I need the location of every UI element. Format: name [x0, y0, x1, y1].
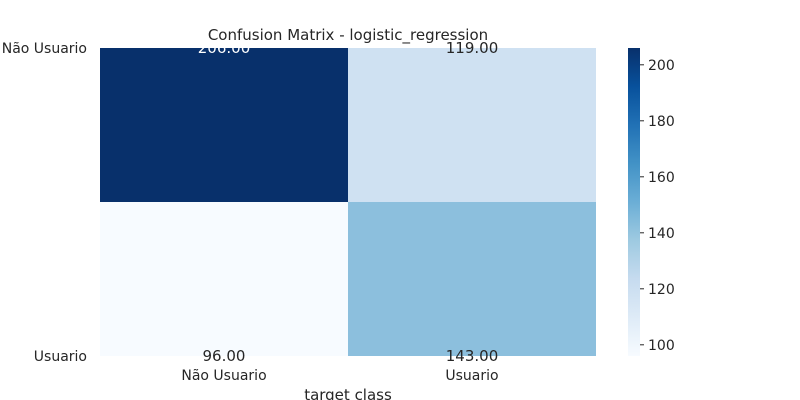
cell-annotation-1-1: 143.00: [446, 347, 499, 365]
x-tick-label-1: Usuario: [445, 368, 498, 384]
y-axis-ticks: Não Usuario Usuario: [2, 41, 87, 365]
y-tick-label-0: Não Usuario: [2, 41, 87, 57]
x-axis-ticks: Não Usuario Usuario: [181, 368, 498, 384]
cell-annotations: 206.00 119.00 96.00 143.00: [198, 39, 499, 365]
colorbar-tick-label-1: 120: [648, 282, 675, 298]
heatmap-cells: [100, 48, 596, 356]
colorbar: [628, 48, 640, 356]
heatmap-cell-0-0: [100, 48, 348, 202]
y-tick-label-1: Usuario: [34, 349, 87, 365]
colorbar-tick-label-0: 100: [648, 338, 675, 354]
cell-annotation-0-0: 206.00: [198, 39, 251, 57]
colorbar-tick-label-3: 160: [648, 170, 675, 186]
x-tick-label-0: Não Usuario: [181, 368, 266, 384]
x-axis-label: target class: [304, 386, 392, 400]
colorbar-ticks: 100 120 140 160 180 200: [640, 58, 675, 354]
cell-annotation-1-0: 96.00: [203, 347, 246, 365]
chart-title: Confusion Matrix - logistic_regression: [208, 26, 488, 45]
cell-annotation-0-1: 119.00: [446, 39, 499, 57]
heatmap-cell-1-1: [348, 202, 596, 356]
heatmap-cell-1-0: [100, 202, 348, 356]
colorbar-tick-label-2: 140: [648, 226, 675, 242]
colorbar-tick-label-4: 180: [648, 114, 675, 130]
heatmap-cell-0-1: [348, 48, 596, 202]
colorbar-tick-label-5: 200: [648, 58, 675, 74]
